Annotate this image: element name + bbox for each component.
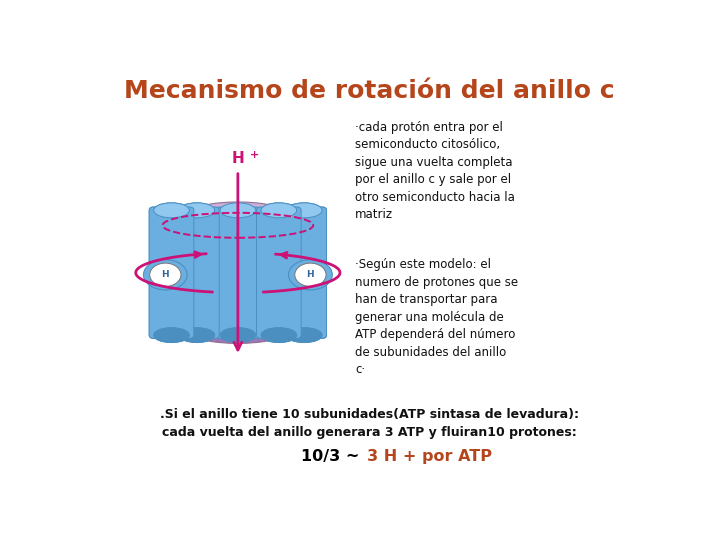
- Text: H: H: [161, 271, 169, 279]
- Text: .Si el anillo tiene 10 subunidades(ATP sintasa de levadura):
cada vuelta del ani: .Si el anillo tiene 10 subunidades(ATP s…: [160, 408, 578, 439]
- FancyBboxPatch shape: [282, 207, 327, 339]
- Ellipse shape: [287, 203, 322, 218]
- Ellipse shape: [196, 327, 280, 343]
- FancyBboxPatch shape: [174, 207, 219, 339]
- Ellipse shape: [179, 328, 215, 342]
- Text: +: +: [250, 151, 259, 160]
- FancyBboxPatch shape: [215, 207, 260, 339]
- Text: H: H: [232, 151, 244, 166]
- Ellipse shape: [287, 203, 322, 218]
- FancyBboxPatch shape: [256, 211, 258, 335]
- Ellipse shape: [220, 328, 256, 342]
- Ellipse shape: [261, 328, 297, 342]
- Ellipse shape: [215, 252, 261, 285]
- Ellipse shape: [289, 260, 333, 290]
- Ellipse shape: [179, 328, 215, 342]
- FancyBboxPatch shape: [149, 207, 194, 339]
- Ellipse shape: [143, 260, 187, 290]
- Ellipse shape: [261, 203, 297, 218]
- Ellipse shape: [287, 328, 322, 342]
- Text: 10/3 ~: 10/3 ~: [300, 449, 364, 464]
- Ellipse shape: [220, 203, 256, 218]
- FancyBboxPatch shape: [256, 207, 301, 339]
- Ellipse shape: [179, 203, 215, 218]
- FancyBboxPatch shape: [235, 211, 240, 335]
- Text: 3 H + por ATP: 3 H + por ATP: [367, 449, 492, 464]
- FancyBboxPatch shape: [196, 211, 279, 335]
- Ellipse shape: [220, 328, 256, 342]
- Ellipse shape: [153, 328, 189, 342]
- Ellipse shape: [179, 203, 215, 218]
- Text: Mecanismo de rotación del anillo c: Mecanismo de rotación del anillo c: [124, 79, 614, 103]
- Text: ·cada protón entra por el
semiconducto citosólico,
sigue una vuelta completa
por: ·cada protón entra por el semiconducto c…: [355, 121, 515, 221]
- FancyBboxPatch shape: [215, 207, 260, 339]
- Ellipse shape: [150, 263, 181, 286]
- FancyBboxPatch shape: [174, 207, 219, 339]
- Ellipse shape: [287, 328, 322, 342]
- Ellipse shape: [294, 263, 326, 286]
- Ellipse shape: [261, 328, 297, 342]
- Ellipse shape: [196, 202, 280, 219]
- Ellipse shape: [261, 203, 297, 218]
- FancyBboxPatch shape: [256, 207, 301, 339]
- Ellipse shape: [220, 203, 256, 218]
- Text: H: H: [307, 271, 314, 279]
- FancyBboxPatch shape: [149, 207, 194, 339]
- Ellipse shape: [153, 203, 189, 218]
- Ellipse shape: [153, 203, 189, 218]
- FancyBboxPatch shape: [282, 207, 327, 339]
- Text: ·Según este modelo: el
numero de protones que se
han de transportar para
generar: ·Según este modelo: el numero de protone…: [355, 258, 518, 376]
- Ellipse shape: [153, 328, 189, 342]
